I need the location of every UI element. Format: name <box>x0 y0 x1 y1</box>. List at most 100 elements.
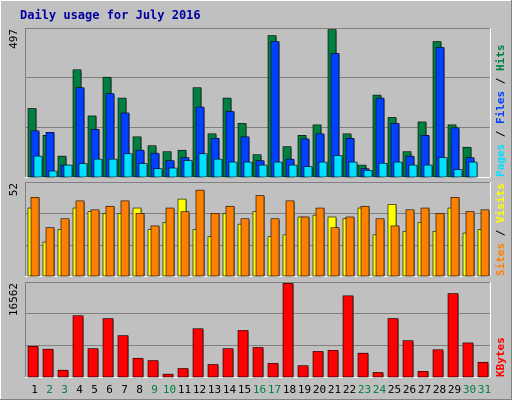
legend-visits-sites: Sites <box>494 243 507 276</box>
bar-kbytes-kbytes-3 <box>57 369 69 378</box>
bar-visits-sites-4 <box>75 200 85 277</box>
bar-kbytes-kbytes-8 <box>132 357 144 378</box>
bar-hits-pages-24 <box>378 163 388 178</box>
bar-visits-sites-25 <box>390 225 400 277</box>
x-tick-label-13: 13 <box>208 383 221 396</box>
x-tick-label-4: 4 <box>76 383 83 396</box>
bar-visits-sites-1 <box>30 197 40 277</box>
x-tick-label-10: 10 <box>163 383 176 396</box>
bar-visits-sites-14 <box>225 205 235 277</box>
bar-hits-pages-13 <box>213 158 223 178</box>
bar-kbytes-kbytes-24 <box>372 372 384 378</box>
bar-hits-pages-6 <box>108 158 118 178</box>
x-tick-label-23: 23 <box>358 383 371 396</box>
y-max-label-kbytes: 16562 <box>7 283 20 316</box>
x-tick-label-9: 9 <box>151 383 158 396</box>
x-tick-label-8: 8 <box>136 383 143 396</box>
bar-kbytes-kbytes-19 <box>297 365 309 378</box>
x-tick-label-30: 30 <box>463 383 476 396</box>
bar-hits-files-2 <box>45 132 55 178</box>
bar-visits-sites-6 <box>105 205 115 277</box>
bar-hits-pages-7 <box>123 153 133 178</box>
panel-kbytes: 16562 KBytes <box>7 282 507 378</box>
bar-hits-pages-5 <box>93 158 103 178</box>
bar-kbytes-kbytes-4 <box>72 315 84 378</box>
bar-kbytes-kbytes-31 <box>477 361 489 378</box>
bar-visits-sites-7 <box>120 200 130 277</box>
bar-hits-pages-30 <box>468 161 478 178</box>
bar-hits-files-17 <box>270 41 280 178</box>
bar-visits-sites-18 <box>285 200 295 277</box>
x-tick-label-6: 6 <box>106 383 113 396</box>
x-axis-labels: 1 2 3 4 5 6 7 8 9 10 11 12 13 14 15 16 17 18 19 20 21 22 23 24 2… <box>31 383 491 396</box>
bar-hits-pages-29 <box>453 169 463 178</box>
bar-hits-pages-23 <box>363 170 373 178</box>
bar-visits-sites-2 <box>45 227 55 277</box>
bar-hits-pages-16 <box>258 164 268 178</box>
bar-hits-pages-2 <box>48 170 58 178</box>
bar-kbytes-kbytes-28 <box>432 349 444 378</box>
bar-kbytes-kbytes-11 <box>177 368 189 378</box>
x-tick-label-26: 26 <box>403 383 416 396</box>
bar-kbytes-kbytes-22 <box>342 295 354 378</box>
bar-hits-pages-10 <box>168 167 178 178</box>
bar-kbytes-kbytes-30 <box>462 342 474 378</box>
bar-kbytes-kbytes-26 <box>402 340 414 378</box>
bar-visits-sites-24 <box>375 218 385 277</box>
x-tick-label-27: 27 <box>418 383 431 396</box>
bar-kbytes-kbytes-21 <box>327 350 339 378</box>
x-tick-label-7: 7 <box>121 383 128 396</box>
x-tick-label-20: 20 <box>313 383 326 396</box>
x-tick-label-18: 18 <box>283 383 296 396</box>
bar-visits-sites-9 <box>150 225 160 277</box>
bar-hits-pages-12 <box>198 153 208 178</box>
bar-hits-pages-25 <box>393 161 403 178</box>
y-max-label-visits: 52 <box>7 183 20 196</box>
bar-hits-pages-21 <box>333 155 343 178</box>
bar-kbytes-kbytes-20 <box>312 351 324 378</box>
bar-hits-pages-9 <box>153 168 163 178</box>
x-tick-label-25: 25 <box>388 383 401 396</box>
y-max-label-hits: 497 <box>7 29 20 49</box>
legend-hits-files: Files <box>494 91 507 124</box>
bar-kbytes-kbytes-16 <box>252 347 264 378</box>
bar-kbytes-kbytes-23 <box>357 352 369 378</box>
bar-kbytes-kbytes-13 <box>207 364 219 378</box>
legend-hits-hits: Hits <box>494 45 507 72</box>
bar-hits-pages-14 <box>228 161 238 178</box>
legend-hits: Pages / Files / Hits <box>494 45 507 178</box>
bar-kbytes-kbytes-25 <box>387 318 399 378</box>
bar-kbytes-kbytes-17 <box>267 363 279 378</box>
bar-kbytes-kbytes-29 <box>447 293 459 378</box>
x-tick-label-17: 17 <box>268 383 281 396</box>
legend-separator: / <box>494 71 507 91</box>
bar-visits-sites-28 <box>435 213 445 277</box>
bar-kbytes-kbytes-15 <box>237 330 249 378</box>
bar-kbytes-kbytes-9 <box>147 360 159 378</box>
bar-visits-sites-22 <box>345 216 355 277</box>
legend-separator: / <box>494 223 507 243</box>
bar-hits-pages-19 <box>303 166 313 178</box>
x-tick-label-14: 14 <box>223 383 237 396</box>
bar-visits-sites-8 <box>135 213 145 277</box>
legend-visits: Sites / Visits <box>494 183 507 276</box>
bar-visits-sites-3 <box>60 218 70 277</box>
bar-hits-pages-3 <box>63 164 73 178</box>
bar-hits-pages-26 <box>408 164 418 178</box>
x-tick-label-15: 15 <box>238 383 251 396</box>
bar-kbytes-kbytes-5 <box>87 348 99 378</box>
bar-hits-pages-20 <box>318 161 328 178</box>
x-tick-label-5: 5 <box>91 383 98 396</box>
legend-visits-visits: Visits <box>494 183 507 223</box>
bar-kbytes-kbytes-6 <box>102 318 114 378</box>
legend-hits-pages: Pages <box>494 144 507 177</box>
bar-hits-pages-22 <box>348 161 358 178</box>
x-tick-label-16: 16 <box>253 383 266 396</box>
bar-hits-pages-4 <box>78 163 88 178</box>
bar-kbytes-kbytes-14 <box>222 348 234 378</box>
bar-visits-sites-16 <box>255 195 265 277</box>
x-tick-label-3: 3 <box>61 383 68 396</box>
bar-visits-sites-5 <box>90 209 100 277</box>
